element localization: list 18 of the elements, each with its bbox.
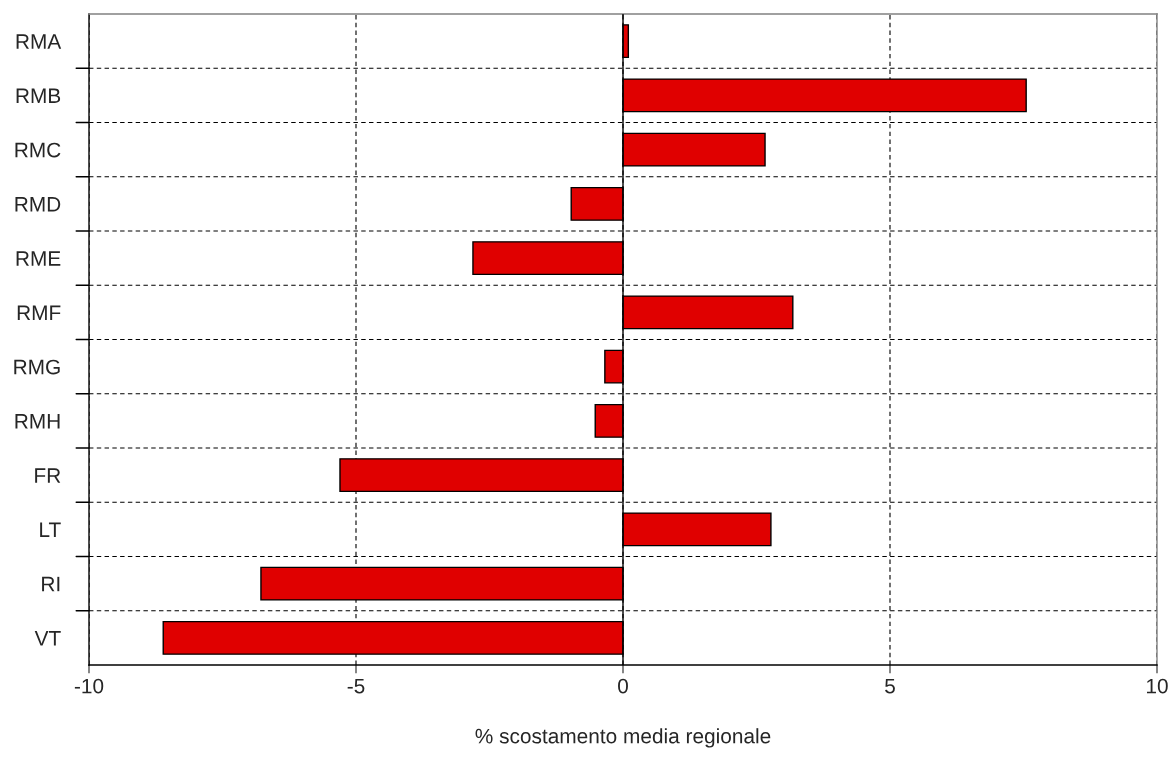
- x-tick-label: 10: [1147, 678, 1168, 694]
- y-tick-label: FR: [35, 468, 61, 483]
- x-axis-title: % scostamento media regionale: [475, 728, 771, 748]
- y-tick-label: RMA: [16, 34, 62, 49]
- x-tick-label: -10: [74, 678, 104, 694]
- y-tick-label: RMB: [16, 88, 61, 103]
- y-tick-label: RMD: [15, 197, 61, 212]
- y-tick-label: VT: [34, 631, 61, 646]
- y-tick-label: RMC: [15, 142, 61, 158]
- y-tick-label: RMH: [15, 414, 60, 429]
- y-tick-label: LT: [40, 522, 61, 537]
- y-tick-label: RMG: [14, 359, 60, 375]
- x-tick-label: 5: [885, 678, 895, 694]
- y-tick-label: RI: [42, 576, 60, 592]
- x-tick-label: -5: [347, 678, 365, 694]
- x-tick-label: 0: [618, 678, 628, 694]
- y-tick-label: RME: [16, 251, 61, 266]
- y-tick-label: RMF: [17, 305, 61, 320]
